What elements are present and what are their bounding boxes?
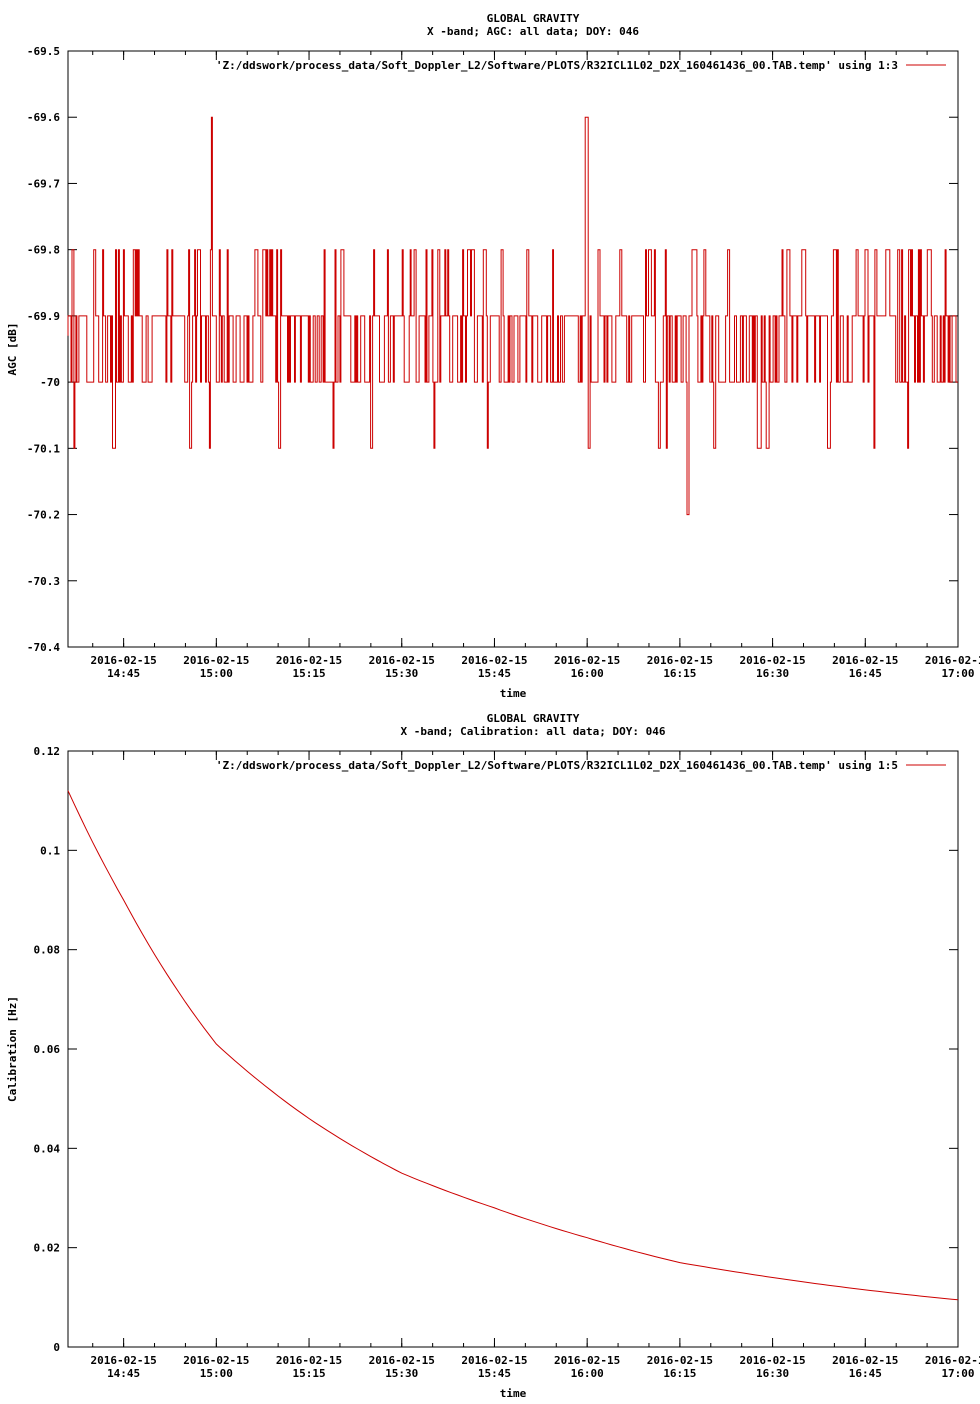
y-tick-label: -69.6 — [27, 111, 60, 124]
x-tick-date: 2016-02-15 — [647, 1354, 713, 1367]
x-tick-time: 16:15 — [663, 1367, 696, 1380]
y-tick-label: 0.08 — [34, 944, 61, 957]
legend-label: 'Z:/ddswork/process_data/Soft_Doppler_L2… — [216, 59, 898, 72]
x-tick-date: 2016-02-15 — [461, 654, 527, 667]
x-tick-date: 2016-02-15 — [739, 654, 805, 667]
x-axis-label: time — [500, 687, 527, 700]
series-line — [67, 790, 959, 1301]
x-tick-date: 2016-02-15 — [554, 654, 620, 667]
x-tick-time: 15:15 — [292, 667, 325, 680]
chart-subtitle: X -band; AGC: all data; DOY: 046 — [427, 25, 639, 38]
x-tick-date: 2016-02-15 — [183, 1354, 249, 1367]
x-tick-date: 2016-02-15 — [91, 1354, 157, 1367]
x-tick-time: 15:45 — [478, 667, 511, 680]
x-tick-time: 16:30 — [756, 667, 789, 680]
x-tick-time: 16:00 — [571, 1367, 604, 1380]
x-tick-date: 2016-02-15 — [369, 654, 435, 667]
x-tick-date: 2016-02-15 — [554, 1354, 620, 1367]
x-tick-time: 15:30 — [385, 1367, 418, 1380]
chart-title: GLOBAL GRAVITY — [487, 12, 580, 25]
x-tick-date: 2016-02-15 — [832, 654, 898, 667]
x-tick-date: 2016-02-15 — [276, 654, 342, 667]
y-tick-label: 0 — [53, 1341, 60, 1354]
y-tick-label: 0.12 — [34, 745, 61, 758]
y-axis-label: AGC [dB] — [6, 323, 19, 376]
x-axis-label: time — [500, 1387, 527, 1400]
legend-label: 'Z:/ddswork/process_data/Soft_Doppler_L2… — [216, 759, 898, 772]
y-tick-label: -69.9 — [27, 310, 60, 323]
x-tick-date: 2016-02-15 — [91, 654, 157, 667]
y-tick-label: 0.06 — [34, 1043, 61, 1056]
y-tick-label: -69.7 — [27, 177, 60, 190]
x-tick-date: 2016-02-15 — [183, 654, 249, 667]
x-tick-time: 14:45 — [107, 1367, 140, 1380]
x-tick-time: 16:15 — [663, 667, 696, 680]
x-tick-time: 16:00 — [571, 667, 604, 680]
chart-title: GLOBAL GRAVITY — [487, 712, 580, 725]
x-tick-time: 15:15 — [292, 1367, 325, 1380]
x-tick-date: 2016-02-15 — [276, 1354, 342, 1367]
x-tick-time: 16:45 — [849, 1367, 882, 1380]
x-tick-time: 16:30 — [756, 1367, 789, 1380]
x-tick-time: 15:00 — [200, 1367, 233, 1380]
y-tick-label: 0.02 — [34, 1242, 61, 1255]
x-tick-date: 2016-02-15 — [461, 1354, 527, 1367]
y-tick-label: -70.3 — [27, 575, 60, 588]
x-tick-date: 2016-02-15 — [925, 1354, 980, 1367]
y-tick-label: -69.5 — [27, 45, 60, 58]
x-tick-time: 16:45 — [849, 667, 882, 680]
x-tick-time: 17:00 — [941, 667, 974, 680]
x-tick-time: 17:00 — [941, 1367, 974, 1380]
y-axis-label: Calibration [Hz] — [6, 996, 19, 1102]
x-tick-time: 15:45 — [478, 1367, 511, 1380]
x-tick-date: 2016-02-15 — [647, 654, 713, 667]
plot-frame — [67, 50, 959, 648]
x-tick-date: 2016-02-15 — [925, 654, 980, 667]
x-tick-date: 2016-02-15 — [739, 1354, 805, 1367]
x-tick-date: 2016-02-15 — [832, 1354, 898, 1367]
plot-frame — [67, 750, 959, 1348]
y-tick-label: -70.2 — [27, 509, 60, 522]
y-tick-label: 0.1 — [40, 844, 60, 857]
x-tick-time: 14:45 — [107, 667, 140, 680]
y-tick-label: -70 — [40, 376, 60, 389]
series-line — [67, 116, 958, 516]
y-tick-label: -69.8 — [27, 244, 60, 257]
y-tick-label: -70.4 — [27, 641, 60, 654]
chart-subtitle: X -band; Calibration: all data; DOY: 046 — [401, 725, 666, 738]
x-tick-date: 2016-02-15 — [369, 1354, 435, 1367]
x-tick-time: 15:00 — [200, 667, 233, 680]
x-tick-time: 15:30 — [385, 667, 418, 680]
y-tick-label: -70.1 — [27, 442, 60, 455]
y-tick-label: 0.04 — [34, 1142, 61, 1155]
